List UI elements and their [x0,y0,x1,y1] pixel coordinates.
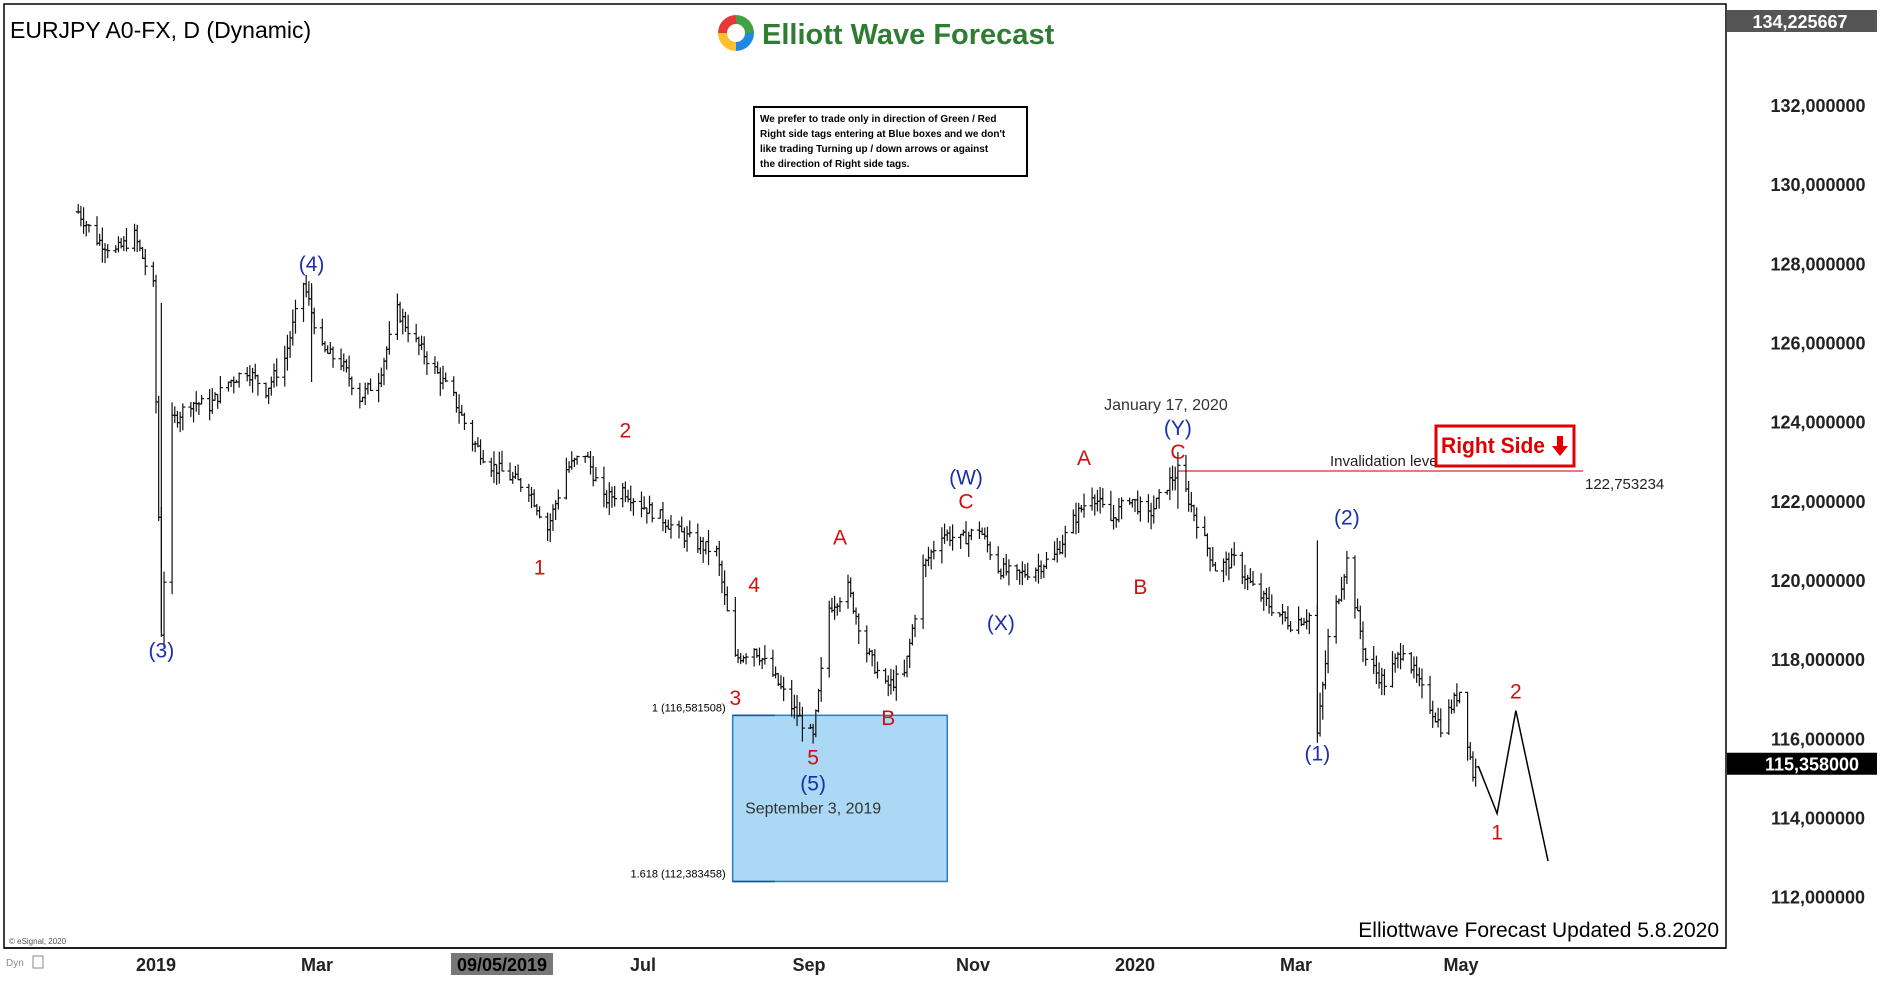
right-side-tag: Right Side [1434,424,1576,468]
high-price-label: 134,225667 [1752,12,1847,32]
blue-box-top-label: 1 (116,581508) [652,702,726,714]
price-tick: 116,000000 [1771,729,1865,749]
price-axis: 134,225667 132,000000 130,000000 128,000000… [1727,10,1877,908]
price-bars [75,204,1479,787]
time-axis: 2019 Mar 09/05/2019 Jul Sep Nov 2020 Mar… [136,953,1479,975]
right-side-border [1434,424,1576,468]
wave-label: B [881,707,895,730]
wave-label: (W) [949,467,983,490]
blue-box-bottom-label: 1.618 (112,383458) [630,868,725,880]
wave-label: (X) [987,612,1015,635]
wave-label: C [1170,441,1185,464]
time-tick: May [1443,955,1478,975]
wave-label: 3 [730,687,742,710]
wave-label: 1 [1491,822,1503,845]
logo-text: Elliott Wave Forecast [762,19,1055,51]
wave-label: (5) [800,772,826,795]
high-price-marker [1727,10,1877,32]
wave-label: A [1077,447,1091,470]
price-tick: 122,000000 [1770,492,1865,512]
blue-box [731,714,948,883]
down-arrow-icon [1552,436,1568,456]
cursor-date-label: 09/05/2019 [457,955,547,975]
logo: Elliott Wave Forecast [718,15,1055,51]
wave-label: A [833,526,847,549]
time-tick: Mar [1280,955,1312,975]
wave-label: (3) [149,639,175,662]
time-tick: Jul [630,955,656,975]
wave-label: (4) [299,253,325,276]
wave-label: 4 [748,574,760,597]
wave-label: 5 [807,746,819,769]
disclaimer-line-4: the direction of Right side tags. [760,159,910,170]
price-tick: 120,000000 [1770,571,1865,591]
disclaimer-line-3: like trading Turning up / down arrows or… [760,144,989,155]
last-price-marker [1727,752,1877,775]
right-side-label: Right Side [1441,433,1545,458]
wave-label: 1 [534,556,546,579]
wave-label: 2 [620,419,632,442]
invalidation-label: Invalidation level [1330,453,1441,470]
disclaimer-line-2: Right side tags entering at Blue boxes a… [760,129,1006,140]
updated-label: Elliottwave Forecast Updated 5.8.2020 [1358,919,1719,942]
wave-label: C [958,491,973,514]
cursor-date-box [451,953,553,975]
time-tick: 2020 [1115,955,1155,975]
wave-label: B [1133,576,1147,599]
january-date-label: January 17, 2020 [1104,397,1228,414]
disclaimer-border [753,106,1028,177]
price-tick: 126,000000 [1770,334,1865,354]
wave-label: 2 [1510,681,1522,704]
wave-label: (Y) [1164,417,1192,440]
price-tick: 118,000000 [1771,650,1865,670]
time-tick: Mar [301,955,333,975]
last-price-label: 115,358000 [1765,755,1859,775]
logo-icon [718,15,754,51]
invalidation-value: 122,753234 [1585,476,1664,493]
price-tick: 132,000000 [1770,96,1865,116]
price-tick: 128,000000 [1770,254,1865,274]
chart-title: EURJPY A0-FX, D (Dynamic) [10,17,311,43]
price-tick: 112,000000 [1771,888,1865,908]
time-tick: Nov [956,955,990,975]
price-tick: 114,000000 [1771,809,1865,829]
wave-label: (1) [1305,742,1331,765]
disclaimer-line-1: We prefer to trade only in direction of … [760,114,997,125]
price-tick: 130,000000 [1770,175,1865,195]
disclaimer-box: We prefer to trade only in direction of … [753,106,1028,177]
esignal-copyright: © eSignal, 2020 [9,937,67,946]
time-tick: 2019 [136,955,176,975]
time-tick: Sep [792,955,825,975]
projection-path [1477,710,1549,862]
wave-label: (2) [1334,506,1360,529]
settings-icon[interactable] [32,955,44,969]
price-tick: 124,000000 [1770,413,1865,433]
dyn-label[interactable]: Dyn [6,958,24,969]
september-date-label: September 3, 2019 [745,801,881,818]
